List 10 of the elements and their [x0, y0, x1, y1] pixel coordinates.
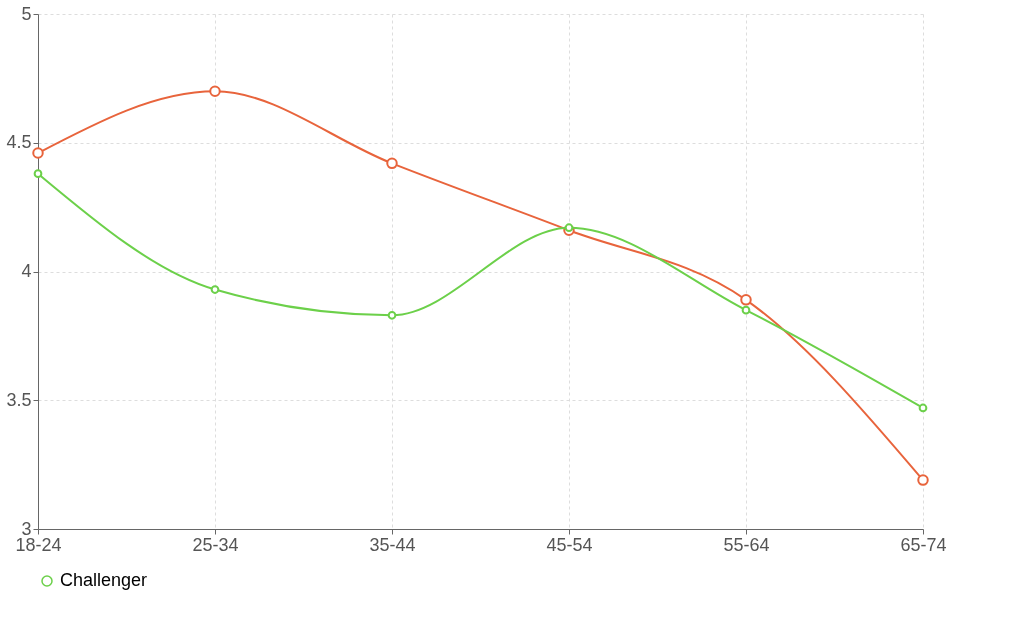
x-tick-label: 35-44 — [369, 534, 416, 555]
y-tick-label: 4 — [21, 261, 32, 281]
x-tick-label: 55-64 — [723, 534, 770, 555]
x-tick-label: 45-54 — [546, 534, 593, 555]
x-tick-label: 65-74 — [900, 534, 947, 555]
y-tick-label: 4.5 — [6, 132, 32, 153]
x-tick-label: 25-34 — [192, 534, 239, 555]
y-tick-label: 3.5 — [6, 389, 32, 410]
y-tick-label: 5 — [21, 3, 32, 24]
legend-label: Challenger — [60, 570, 148, 590]
